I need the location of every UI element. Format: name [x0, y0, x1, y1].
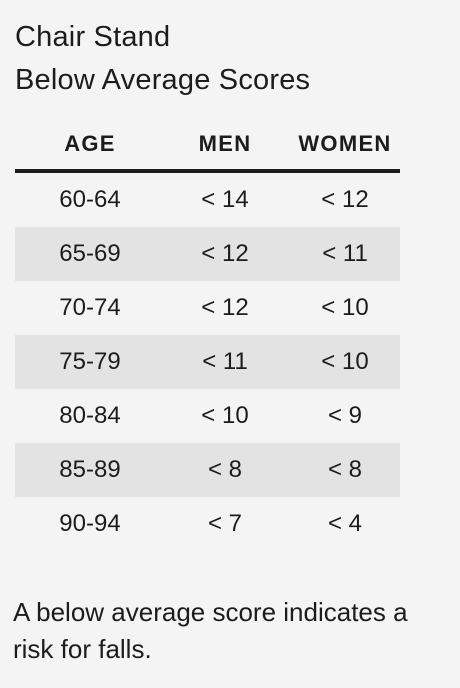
table-row: 90-94 < 7 < 4 — [15, 497, 400, 551]
cell-men: < 10 — [201, 402, 249, 429]
table-row: 85-89 < 8 < 8 — [15, 443, 400, 497]
header-men: MEN — [198, 131, 252, 156]
cell-women: < 9 — [327, 402, 363, 429]
table-row: 65-69 < 12 < 11 — [15, 227, 400, 281]
page-title: Chair Stand Below Average Scores — [15, 16, 310, 102]
cell-men: < 12 — [201, 240, 249, 267]
cell-age: 65-69 — [59, 240, 121, 267]
cell-women: < 8 — [327, 456, 363, 483]
cell-age: 90-94 — [59, 510, 121, 537]
cell-men: < 8 — [207, 456, 243, 483]
cell-women: < 10 — [321, 294, 369, 321]
cell-men: < 12 — [201, 294, 249, 321]
table-row: 60-64 < 14 < 12 — [15, 173, 400, 227]
table-row: 75-79 < 11 < 10 — [15, 335, 400, 389]
title-line-2: Below Average Scores — [15, 64, 311, 96]
cell-age: 85-89 — [59, 456, 121, 483]
cell-age: 70-74 — [59, 294, 121, 321]
cell-men: < 11 — [202, 348, 248, 375]
footnote: A below average score indicates a risk f… — [13, 597, 408, 664]
cell-age: 75-79 — [59, 348, 121, 375]
header-women: WOMEN — [298, 131, 392, 156]
table-body: 60-64 < 14 < 12 65-69 < 12 < 11 70-74 < … — [15, 173, 400, 551]
cell-women: < 11 — [322, 240, 368, 267]
cell-women: < 10 — [321, 348, 369, 375]
table-row: 70-74 < 12 < 10 — [15, 281, 400, 335]
table-row: 80-84 < 10 < 9 — [15, 389, 400, 443]
cell-age: 60-64 — [59, 186, 121, 213]
cell-women: < 12 — [321, 186, 369, 213]
cell-age: 80-84 — [59, 402, 121, 429]
scores-table: AGE MEN WOMEN 60-64 < 14 < 12 65-69 < 12… — [15, 118, 400, 551]
cell-women: < 4 — [327, 510, 363, 537]
title-line-1: Chair Stand — [15, 21, 171, 53]
cell-men: < 14 — [201, 186, 249, 213]
header-age: AGE — [64, 131, 116, 156]
table-header: AGE MEN WOMEN — [15, 118, 400, 173]
cell-men: < 7 — [207, 510, 243, 537]
